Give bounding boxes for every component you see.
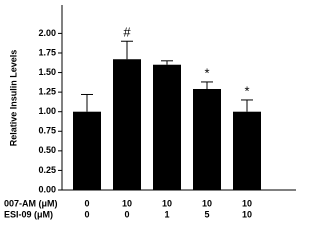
bar [73,111,101,190]
x-tick-label: 0 [84,209,89,219]
y-tick-label: 0.25 [38,165,56,175]
x-tick-label: 1 [164,209,169,219]
y-tick-label: 0.00 [38,184,56,194]
y-tick-label: 1.75 [38,47,56,57]
x-tick-label: 0 [124,209,129,219]
x-tick-label: 10 [122,198,132,208]
row-label: 007-AM (μM) [4,198,58,208]
y-tick-label: 2.00 [38,28,56,38]
x-tick-label: 10 [202,198,212,208]
bar [193,88,221,190]
x-tick-label: 5 [204,209,209,219]
x-tick-label: 10 [242,209,252,219]
y-tick-label: 0.75 [38,126,56,136]
y-tick-label: 1.00 [38,106,56,116]
y-axis-label: Relative Insulin Levels [8,50,18,147]
significance-marker: * [244,83,249,98]
bar [153,64,181,190]
significance-marker: # [123,25,131,40]
y-tick-label: 1.50 [38,67,56,77]
bar [233,111,261,190]
row-label: ESI-09 (μM) [4,209,53,219]
x-tick-label: 0 [84,198,89,208]
significance-marker: * [204,65,209,80]
x-tick-label: 10 [242,198,252,208]
chart: Relative Insulin Levels 0.00 0.25 0.50 0.75… [4,5,296,219]
y-tick-label: 1.25 [38,87,56,97]
y-tick-label: 0.50 [38,145,56,155]
x-tick-label: 10 [162,198,172,208]
bar [113,59,141,190]
